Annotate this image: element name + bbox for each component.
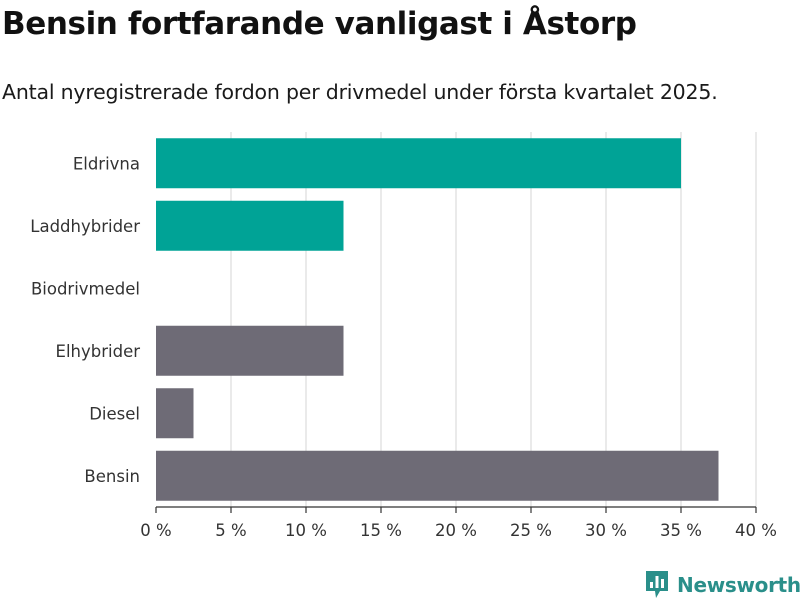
category-label: Eldrivna <box>73 154 140 173</box>
x-axis: 0 % 5 % 10 % 15 % 20 % 25 % 30 % 35 % 40 % <box>140 506 777 540</box>
bar-diesel <box>156 388 194 439</box>
gridlines <box>230 132 757 507</box>
x-tick-label: 0 % <box>140 521 171 540</box>
bar-eldrivna <box>156 138 681 189</box>
category-label: Bensin <box>84 467 140 486</box>
x-tick-label: 15 % <box>360 521 402 540</box>
newsworthy-logo-icon <box>646 571 668 598</box>
x-tick-label: 40 % <box>735 521 777 540</box>
category-label: Laddhybrider <box>30 217 140 236</box>
chart-subtitle: Antal nyregistrerade fordon per drivmede… <box>2 80 718 104</box>
x-tick-label: 10 % <box>285 521 327 540</box>
bars <box>156 138 719 501</box>
bar-elhybrider <box>156 325 344 376</box>
x-tick-label: 35 % <box>660 521 702 540</box>
category-labels: Eldrivna Laddhybrider Biodrivmedel Elhybrid… <box>30 154 140 486</box>
bar-laddhybrider <box>156 200 344 251</box>
brand-logo: Newsworthy <box>644 570 800 600</box>
bar-chart: Eldrivna Laddhybrider Biodrivmedel Elhybrid… <box>30 132 777 540</box>
x-tick-label: 5 % <box>215 521 246 540</box>
x-tick-label: 25 % <box>510 521 552 540</box>
x-tick-label: 20 % <box>435 521 477 540</box>
category-label: Diesel <box>89 404 140 423</box>
brand-name: Newsworthy <box>677 573 800 597</box>
category-label: Elhybrider <box>56 342 141 361</box>
category-label: Biodrivmedel <box>31 279 140 298</box>
chart-title: Bensin fortfarande vanligast i Åstorp <box>2 6 637 42</box>
bar-bensin <box>156 450 719 501</box>
x-tick-label: 30 % <box>585 521 627 540</box>
